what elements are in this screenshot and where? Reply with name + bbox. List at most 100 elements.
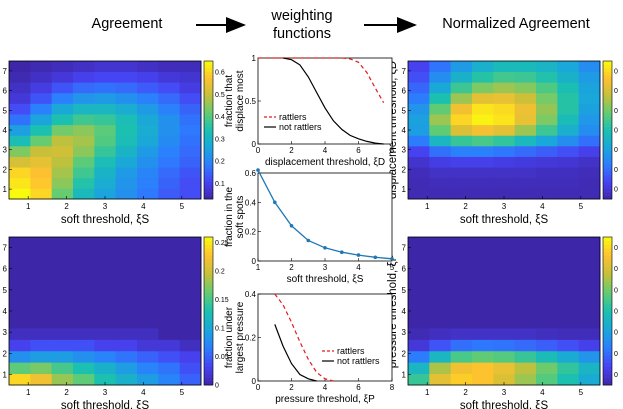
colorbar-segment — [204, 71, 213, 76]
colorbar-segment — [603, 92, 612, 96]
heatmap-cell — [179, 328, 202, 340]
heatmap-cell — [514, 328, 537, 340]
colorbar-segment — [204, 292, 213, 297]
y-tick-label: 6 — [402, 265, 407, 274]
heatmap-cell — [557, 271, 580, 283]
data-point — [390, 257, 394, 261]
lineplot-weight-pressure: 0 2 4 6 8 0 0.2 0.4 pressure threshold, ξP fracti… — [224, 290, 395, 405]
heatmap-cell — [536, 373, 558, 386]
colorbar-segment — [603, 167, 612, 172]
heatmap-cell — [73, 71, 95, 83]
heatmap-cell — [493, 237, 516, 249]
heatmap-cell — [429, 135, 452, 147]
heatmap-cell — [408, 167, 430, 179]
colorbar-segment — [603, 311, 612, 316]
heatmap-cell — [137, 145, 159, 157]
colorbar-segment — [603, 98, 612, 103]
heatmap-cell — [514, 71, 537, 83]
heatmap-cell — [94, 293, 117, 306]
heatmap-cell — [179, 282, 202, 295]
heatmap-cell — [51, 188, 74, 200]
heatmap-cell — [9, 350, 31, 363]
colorbar-segment — [204, 61, 213, 65]
colorbar-segment — [603, 274, 612, 279]
heatmap-cell — [578, 373, 601, 386]
heatmap-cell — [429, 167, 452, 179]
heatmap-cell — [429, 271, 452, 283]
x-tick-label: 3 — [103, 388, 108, 397]
colorbar-segment — [204, 109, 213, 114]
colorbar-tick-label: 0.05 — [215, 354, 229, 361]
colorbar-segment — [204, 325, 213, 330]
colorbar-segment — [603, 178, 612, 183]
y-tick-label: 0.5 — [245, 97, 257, 106]
y-tick-label: 0 — [252, 257, 257, 266]
heatmap-cell — [51, 271, 74, 283]
heatmap-cell — [115, 114, 138, 126]
heatmap-cell — [51, 167, 74, 179]
heatmap-cell — [450, 167, 473, 179]
heatmap-cell — [73, 328, 95, 340]
heatmap-cell — [30, 145, 53, 157]
heatmap-cell — [472, 61, 494, 73]
heatmap-cell — [179, 237, 202, 249]
colorbar-tick-label: 0 — [614, 330, 618, 337]
heatmap-cell — [514, 82, 537, 94]
heatmap-cell — [73, 237, 95, 249]
x-axis-label: soft threshold, ξS — [460, 214, 549, 226]
colorbar-segment — [603, 195, 612, 200]
colorbar-segment — [204, 133, 213, 138]
colorbar-segment — [603, 262, 612, 267]
heatmap-cell — [158, 167, 181, 179]
colorbar-segment — [603, 171, 612, 176]
heatmap-cell — [158, 61, 181, 73]
heatmap-cell — [578, 71, 601, 83]
x-tick-label: 2 — [463, 202, 468, 211]
heatmap-cell — [472, 237, 494, 249]
colorbar-segment — [204, 248, 213, 253]
heatmap-cell — [179, 71, 202, 83]
heatmap-cell — [115, 103, 138, 115]
heatmap-cell — [429, 103, 452, 115]
heatmap-cell — [450, 124, 473, 136]
colorbar-segment — [603, 102, 612, 107]
heatmap-cell — [137, 328, 159, 340]
colorbar-tick-label: 0 — [614, 351, 618, 358]
heatmap-cell — [408, 92, 430, 104]
heatmap-cell — [137, 316, 159, 329]
heatmap-cell — [115, 362, 138, 375]
heatmap-cell — [472, 177, 494, 189]
heatmap-cell — [493, 135, 516, 147]
heatmap-cell — [408, 350, 430, 363]
heatmap-cell — [536, 145, 558, 157]
colorbar-segment — [204, 123, 213, 127]
colorbar-segment — [204, 67, 213, 72]
data-point — [356, 253, 361, 257]
series-rattlers-line — [274, 293, 334, 382]
colorbar-tick-label: 0 — [614, 167, 618, 174]
heatmap-cell — [115, 177, 138, 189]
heatmap-cell — [514, 145, 537, 157]
colorbar-segment — [603, 240, 612, 245]
heatmap-cell — [115, 339, 138, 352]
heatmap-cell — [137, 259, 159, 272]
heatmap-cell — [557, 103, 580, 115]
heatmap-cell — [429, 82, 452, 94]
x-tick-label: 3 — [103, 202, 108, 211]
colorbar-segment — [603, 336, 612, 341]
heatmap-cell — [408, 305, 430, 318]
y-tick-label: 7 — [402, 244, 407, 253]
heatmap-cell — [179, 124, 202, 136]
heatmap-cell — [115, 92, 138, 104]
colorbar-segment — [204, 348, 213, 353]
heatmap-cell — [536, 328, 558, 340]
heatmap-cell — [30, 177, 53, 189]
heatmap-cell — [73, 248, 95, 261]
heatmap-cell — [94, 71, 117, 83]
heatmap-cell — [578, 305, 601, 318]
colorbar-segment — [204, 281, 213, 286]
heatmap-cell — [137, 103, 159, 115]
heatmap-cell — [536, 92, 558, 104]
data-point — [256, 168, 260, 172]
heatmap-cell — [30, 156, 53, 168]
